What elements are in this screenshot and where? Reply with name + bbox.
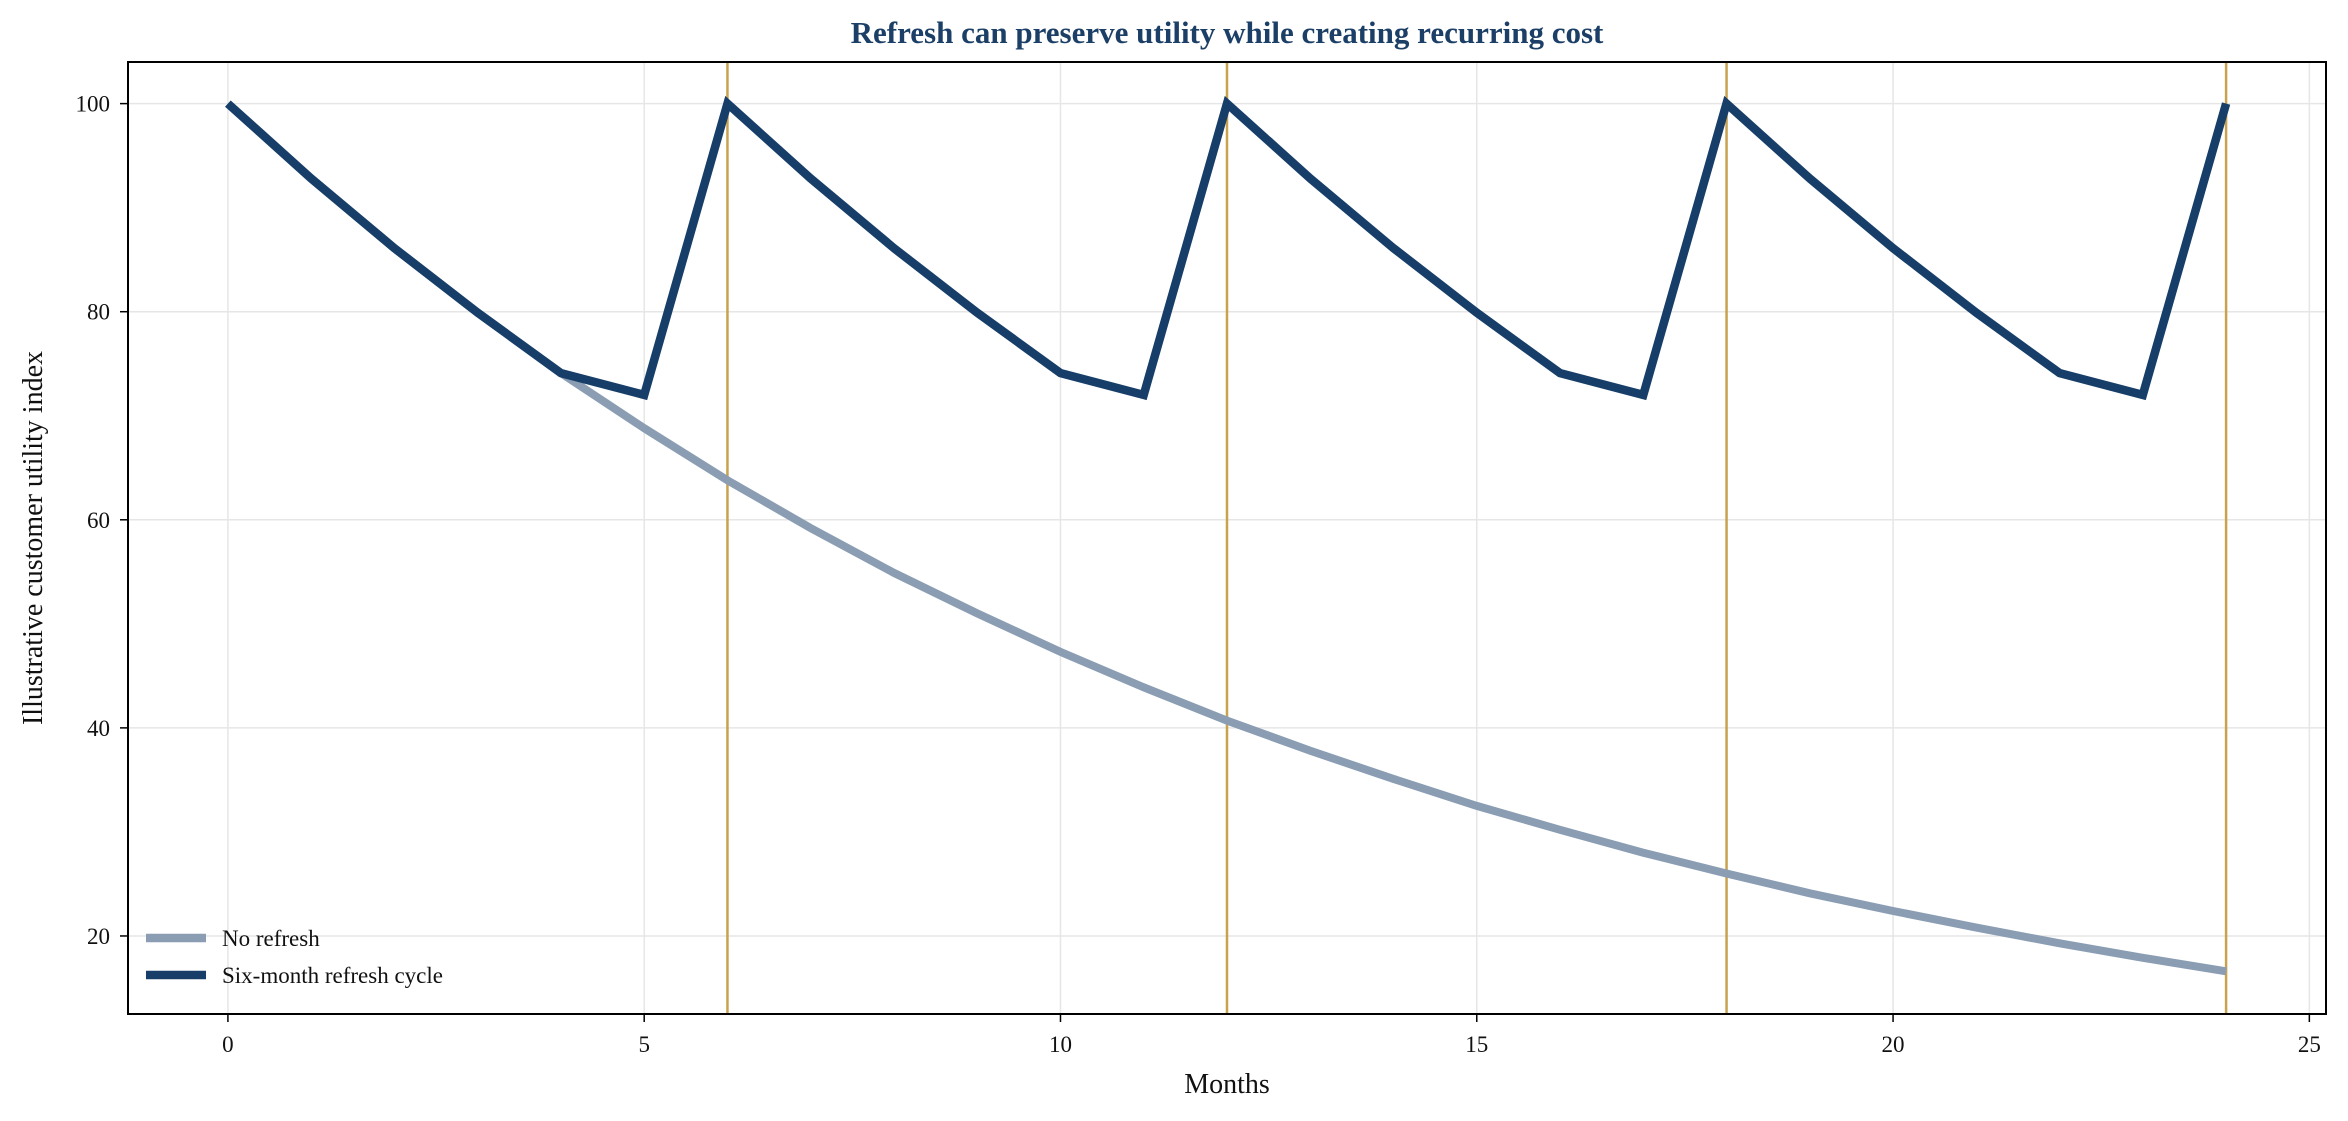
- legend-label: No refresh: [222, 926, 320, 951]
- y-tick-label: 60: [87, 508, 110, 533]
- y-tick-label: 40: [87, 716, 110, 741]
- chart-title: Refresh can preserve utility while creat…: [851, 15, 1604, 50]
- x-axis-label: Months: [1184, 1069, 1270, 1100]
- plot-area-frame: [127, 61, 2327, 1015]
- x-tick-label: 0: [222, 1032, 234, 1057]
- y-tick-label: 20: [87, 924, 110, 949]
- x-tick-label: 25: [2298, 1032, 2321, 1057]
- y-tick-label: 80: [87, 300, 110, 325]
- y-axis-label: Illustrative customer utility index: [18, 351, 49, 725]
- axis-ticks: 0 5 10 15 20 25 20 40 60 80 100: [76, 92, 2321, 1057]
- x-tick-label: 20: [1882, 1032, 1905, 1057]
- refresh-markers: [726, 62, 2228, 1014]
- series-line-1: [225, 95, 2231, 401]
- x-tick-label: 10: [1049, 1032, 1072, 1057]
- legend: No refresh Six-month refresh cycle: [146, 926, 443, 988]
- series-lines: [225, 95, 2231, 976]
- y-tick-label: 100: [76, 92, 111, 117]
- x-tick-label: 15: [1465, 1032, 1488, 1057]
- x-tick-label: 5: [638, 1032, 650, 1057]
- legend-label: Six-month refresh cycle: [222, 963, 443, 988]
